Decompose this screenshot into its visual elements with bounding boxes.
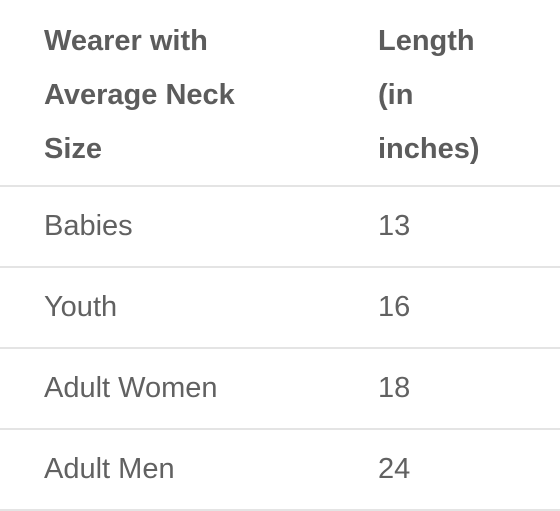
cell-length: 13: [378, 210, 411, 242]
cell-wearer: Adult Men: [44, 453, 175, 485]
header-wearer-line: Average Neck: [44, 79, 235, 111]
cell-wearer: Youth: [44, 291, 118, 323]
cell-wearer: Babies: [44, 210, 133, 242]
table-header-row: Wearer with Average Neck Size Length (in…: [0, 0, 560, 187]
header-wearer-line: Wearer with: [44, 25, 208, 57]
header-wearer: Wearer with Average Neck Size: [44, 14, 344, 176]
cell-length: 24: [378, 453, 411, 485]
cell-length: 18: [378, 372, 411, 404]
table-row: Babies 13: [0, 187, 560, 268]
table-row: Adult Women 18: [0, 349, 560, 430]
cell-length: 16: [378, 291, 411, 323]
header-length-line: (in: [378, 79, 414, 111]
header-wearer-line: Size: [44, 133, 103, 165]
header-length: Length (in inches): [378, 14, 548, 176]
header-length-line: inches): [378, 133, 480, 165]
table-row: Adult Men 24: [0, 430, 560, 511]
table-row: Youth 16: [0, 268, 560, 349]
header-length-line: Length: [378, 25, 475, 57]
cell-wearer: Adult Women: [44, 372, 218, 404]
